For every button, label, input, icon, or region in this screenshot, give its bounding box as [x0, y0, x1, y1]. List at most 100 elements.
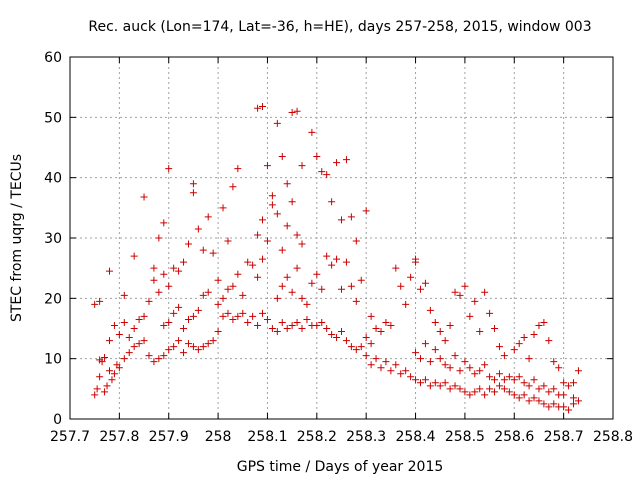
x-tick-label: 258.5 [445, 429, 485, 445]
y-tick-label: 20 [44, 291, 62, 307]
data-point [486, 309, 494, 317]
data-point [175, 267, 183, 275]
data-point [476, 385, 484, 393]
data-point [407, 273, 415, 281]
data-point [466, 364, 474, 372]
data-point [130, 252, 138, 260]
data-point [219, 204, 227, 212]
data-point [194, 306, 202, 314]
data-point [259, 255, 267, 263]
data-point [333, 159, 341, 167]
data-point [525, 382, 533, 390]
y-tick-label: 40 [44, 171, 62, 187]
data-point [263, 162, 271, 170]
y-tick-label: 30 [44, 231, 62, 247]
data-point [491, 388, 499, 396]
data-point [293, 318, 301, 326]
data-point [140, 337, 148, 345]
data-point [550, 358, 558, 366]
y-axis-label: STEC from uqrg / TECUs [9, 154, 25, 322]
data-point [204, 213, 212, 221]
data-point [209, 337, 217, 345]
data-point [175, 337, 183, 345]
data-point [175, 303, 183, 311]
data-point [214, 328, 222, 336]
data-point [333, 255, 341, 263]
data-point [500, 352, 508, 360]
data-point [347, 213, 355, 221]
data-point [362, 207, 370, 215]
chart-title: Rec. auck (Lon=174, Lat=-36, h=HE), days… [88, 19, 591, 35]
data-point [259, 102, 267, 110]
data-point [347, 282, 355, 290]
data-point [530, 394, 538, 402]
x-tick-label: 257.7 [50, 429, 90, 445]
data-point [313, 321, 321, 329]
data-point [565, 382, 573, 390]
data-point [189, 180, 197, 188]
data-point [466, 391, 474, 399]
gridlines [70, 57, 613, 419]
data-point [288, 109, 296, 117]
data-point [224, 285, 232, 293]
data-point [486, 385, 494, 393]
data-point [481, 391, 489, 399]
data-point [199, 246, 207, 254]
data-point [397, 370, 405, 378]
data-point [140, 312, 148, 320]
data-point [278, 282, 286, 290]
data-point [135, 315, 143, 323]
data-point [110, 370, 118, 378]
data-point [372, 355, 380, 363]
data-point [416, 379, 424, 387]
data-point [115, 331, 123, 339]
data-point [520, 334, 528, 342]
data-point [323, 325, 331, 332]
data-point [120, 318, 128, 326]
data-point [446, 385, 454, 393]
data-point [476, 367, 484, 375]
data-point [574, 397, 582, 405]
data-point [303, 300, 311, 308]
data-point [451, 382, 459, 390]
data-point [184, 315, 192, 323]
y-tick-label: 50 [44, 110, 62, 126]
data-point [421, 279, 429, 287]
data-point [431, 379, 439, 387]
data-point [416, 285, 424, 293]
data-point [96, 356, 104, 364]
x-tick-label: 257.9 [149, 429, 189, 445]
data-point [160, 352, 168, 360]
data-point [160, 219, 168, 227]
data-point [323, 171, 331, 179]
data-point [234, 270, 242, 278]
data-point [357, 343, 365, 351]
data-point [283, 180, 291, 188]
data-point [456, 291, 464, 299]
data-point [481, 288, 489, 296]
data-point [313, 270, 321, 278]
data-point [268, 192, 276, 200]
data-point [342, 258, 350, 266]
data-point [229, 282, 237, 290]
data-point [570, 400, 578, 408]
data-point [165, 282, 173, 290]
data-point [268, 325, 276, 332]
data-point [283, 222, 291, 230]
x-tick-label: 258 [205, 429, 232, 445]
data-point [234, 165, 242, 173]
data-point [120, 291, 128, 299]
data-point [377, 328, 385, 336]
data-point [254, 321, 262, 329]
data-point [426, 358, 434, 366]
data-point [461, 388, 469, 396]
data-point [254, 273, 262, 281]
data-point [219, 312, 227, 320]
data-point [441, 361, 449, 369]
data-point [397, 282, 405, 290]
data-point [550, 385, 558, 393]
data-point [288, 198, 296, 206]
data-point [352, 297, 360, 305]
data-point [254, 231, 262, 239]
